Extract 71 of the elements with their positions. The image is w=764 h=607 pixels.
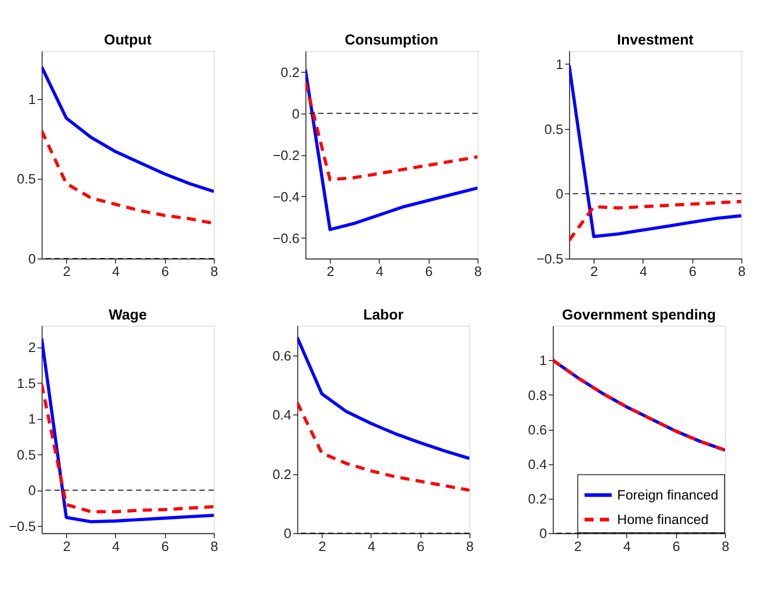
x-tick-label: 2 [62, 264, 71, 280]
x-tick-label: 8 [210, 264, 218, 280]
y-tick-label: −0.5 [8, 518, 36, 534]
x-tick-label: 2 [326, 264, 334, 280]
chart-title: Investment [616, 32, 694, 49]
y-tick-label: 0.2 [528, 492, 547, 507]
line-series [552, 358, 726, 452]
y-tick-label: 0.2 [280, 64, 300, 80]
y-tick-label: 2 [28, 340, 36, 356]
chart-title: Government spending [562, 307, 716, 324]
y-tick-label: −0.2 [272, 148, 300, 163]
x-tick-label: 4 [112, 264, 120, 280]
line-series [569, 64, 742, 238]
line-series [305, 68, 478, 232]
x-tick-label: 2 [318, 538, 326, 554]
y-tick-label: 0.2 [272, 466, 292, 482]
chart-title: Consumption [344, 32, 438, 49]
line-series [297, 336, 470, 460]
x-tick-label: 4 [640, 264, 648, 280]
line-series [569, 200, 742, 242]
chart-title: Wage [108, 307, 147, 324]
line-series [42, 129, 214, 226]
y-tick-label: 0.6 [528, 422, 547, 438]
y-tick-label: 0.5 [16, 172, 36, 187]
x-tick-label: 4 [623, 538, 632, 554]
chart-title: Output [104, 32, 152, 49]
y-tick-label: 1 [28, 92, 36, 107]
line-series [42, 336, 214, 524]
y-tick-label: −0.5 [536, 252, 564, 267]
x-tick-label: 8 [738, 264, 746, 280]
x-tick-label: 8 [466, 538, 474, 554]
chart-title: Labor [363, 307, 404, 324]
y-tick-label: 0 [284, 526, 292, 542]
x-tick-label: 2 [574, 538, 582, 554]
x-tick-label: 6 [688, 264, 696, 280]
y-tick-label: 0 [556, 186, 564, 202]
x-tick-label: 4 [376, 264, 384, 280]
x-tick-label: 6 [672, 538, 680, 554]
y-tick-label: 1 [28, 412, 36, 427]
x-tick-label: 4 [112, 538, 120, 554]
y-tick-label: 0.4 [528, 456, 548, 472]
x-tick-label: 4 [368, 538, 376, 554]
y-tick-label: 1 [539, 353, 547, 368]
y-tick-label: 0.4 [272, 408, 292, 423]
y-tick-label: 0.8 [528, 388, 547, 403]
line-series [42, 65, 214, 194]
legend-label: Home financed [617, 512, 709, 528]
x-tick-label: 2 [590, 264, 598, 280]
y-tick-label: 0 [539, 526, 548, 542]
line-series [305, 80, 478, 182]
line-series [297, 401, 470, 492]
y-tick-label: 0.5 [16, 447, 36, 462]
y-tick-label: 0.5 [544, 122, 564, 137]
x-tick-label: 8 [722, 538, 730, 554]
x-tick-label: 8 [474, 264, 482, 280]
x-tick-label: 6 [161, 264, 169, 280]
x-tick-label: 6 [161, 538, 169, 554]
y-tick-label: 0 [28, 252, 36, 267]
y-tick-label: −0.6 [272, 230, 300, 246]
x-tick-label: 6 [425, 264, 433, 280]
y-tick-label: 1 [556, 56, 564, 72]
line-series [42, 382, 214, 514]
y-tick-label: 0 [292, 106, 300, 122]
x-tick-label: 8 [210, 538, 218, 554]
y-tick-label: 1.5 [16, 376, 36, 391]
y-tick-label: 0 [28, 483, 36, 498]
legend-label: Foreign financed [617, 488, 718, 503]
x-tick-label: 6 [416, 538, 424, 554]
y-tick-label: −0.4 [272, 189, 300, 204]
x-tick-label: 2 [62, 538, 71, 554]
y-tick-label: 0.6 [272, 348, 292, 364]
